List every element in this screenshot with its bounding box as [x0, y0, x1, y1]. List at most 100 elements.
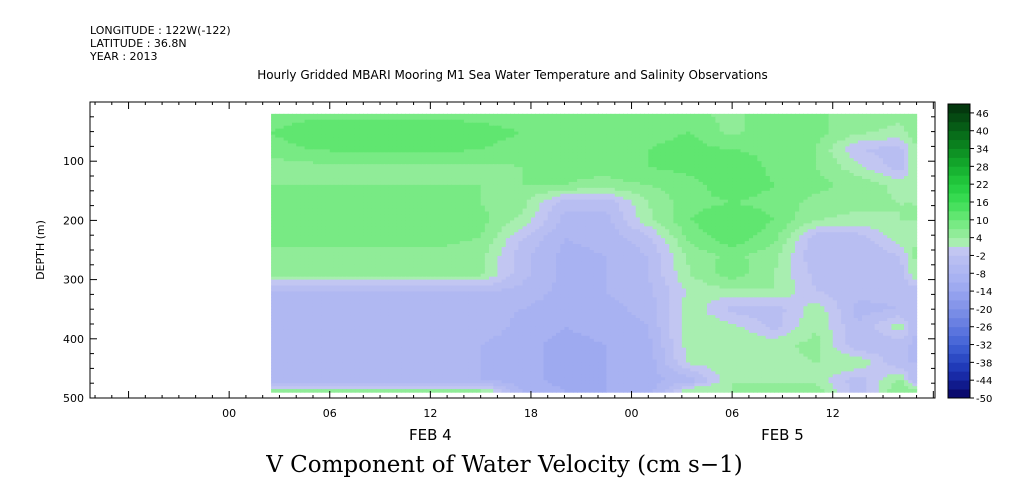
heatmap-cell — [614, 155, 620, 159]
heatmap-cell — [639, 134, 645, 139]
heatmap-cell — [686, 137, 691, 142]
heatmap-cell — [317, 125, 322, 130]
heatmap-cell — [719, 113, 725, 118]
heatmap-cell — [421, 128, 427, 133]
heatmap-cell — [438, 143, 444, 147]
heatmap-cell — [329, 131, 335, 136]
heatmap-cell — [736, 119, 742, 124]
heatmap-cell — [455, 128, 461, 133]
heatmap-cell — [438, 149, 444, 153]
heatmap-cell — [723, 137, 729, 142]
heatmap-cell — [727, 131, 733, 136]
heatmap-cell — [824, 116, 830, 121]
heatmap-cell — [761, 155, 767, 159]
heatmap-cell — [757, 146, 763, 150]
heatmap-cell — [723, 119, 729, 124]
heatmap-cell — [757, 119, 763, 124]
heatmap-cell — [824, 125, 830, 130]
heatmap-cell — [610, 116, 616, 121]
heatmap-cell — [560, 149, 566, 153]
heatmap-cell — [644, 155, 649, 159]
heatmap-cell — [598, 140, 603, 145]
heatmap-cell — [522, 152, 528, 156]
heatmap-cell — [363, 119, 369, 124]
heatmap-cell — [790, 143, 796, 147]
heatmap-cell — [354, 131, 360, 136]
heatmap-cell — [509, 152, 515, 156]
heatmap-cell — [455, 113, 461, 118]
heatmap-cell — [782, 122, 788, 127]
heatmap-cell — [602, 134, 607, 139]
heatmap-cell — [836, 152, 842, 156]
heatmap-cell — [702, 146, 708, 150]
heatmap-cell — [866, 149, 872, 153]
heatmap-cell — [748, 113, 754, 118]
heatmap-cell — [610, 131, 616, 136]
heatmap-cell — [774, 128, 779, 133]
heatmap-cell — [786, 140, 792, 145]
heatmap-cell — [371, 125, 377, 130]
heatmap-cell — [786, 137, 792, 142]
heatmap-cell — [384, 122, 390, 127]
heatmap-cell — [589, 116, 595, 121]
heatmap-cell — [585, 140, 591, 145]
heatmap-cell — [392, 137, 398, 142]
heatmap-cell — [518, 146, 524, 150]
heatmap-cell — [908, 149, 913, 153]
heatmap-cell — [841, 143, 846, 147]
heatmap-cell — [866, 155, 872, 159]
heatmap-cell — [392, 155, 398, 159]
heatmap-cell — [832, 140, 838, 145]
heatmap-cell — [757, 155, 763, 159]
heatmap-cell — [514, 122, 519, 127]
heatmap-cell — [874, 113, 880, 118]
heatmap-cell — [455, 116, 461, 121]
heatmap-cell — [522, 128, 528, 133]
heatmap-cell — [602, 113, 607, 118]
heatmap-cell — [912, 149, 918, 153]
heatmap-cell — [426, 116, 431, 121]
heatmap-cell — [333, 119, 339, 124]
heatmap-cell — [727, 137, 733, 142]
heatmap-cell — [367, 152, 373, 156]
heatmap-cell — [757, 152, 763, 156]
heatmap-cell — [539, 113, 545, 118]
heatmap-cell — [430, 146, 436, 150]
heatmap-cell — [891, 149, 897, 153]
heatmap-cell — [380, 131, 385, 136]
heatmap-cell — [648, 125, 654, 130]
heatmap-cell — [329, 116, 335, 121]
heatmap-cell — [820, 140, 825, 145]
heatmap-cell — [874, 143, 880, 147]
heatmap-cell — [304, 131, 310, 136]
heatmap-cell — [832, 155, 838, 159]
heatmap-cell — [292, 131, 297, 136]
heatmap-cell — [761, 146, 767, 150]
heatmap-cell — [304, 119, 310, 124]
heatmap-cell — [883, 146, 888, 150]
heatmap-cell — [719, 119, 725, 124]
heatmap-cell — [815, 140, 821, 145]
heatmap-cell — [505, 143, 511, 147]
heatmap-cell — [602, 128, 607, 133]
heatmap-cell — [589, 131, 595, 136]
heatmap-cell — [849, 116, 855, 121]
heatmap-cell — [304, 149, 310, 153]
heatmap-cell — [501, 134, 507, 139]
heatmap-cell — [883, 131, 888, 136]
heatmap-cell — [388, 119, 394, 124]
heatmap-cell — [535, 134, 540, 139]
heatmap-cell — [535, 125, 540, 130]
heatmap-cell — [413, 152, 419, 156]
heatmap-cell — [681, 155, 687, 159]
heatmap-cell — [698, 143, 704, 147]
heatmap-cell — [757, 131, 763, 136]
heatmap-cell — [690, 155, 696, 159]
heatmap-cell — [468, 131, 473, 136]
heatmap-cell — [811, 125, 817, 130]
heatmap-cell — [853, 146, 859, 150]
heatmap-cell — [514, 113, 519, 118]
heatmap-cell — [568, 131, 574, 136]
heatmap-cell — [769, 119, 775, 124]
heatmap-cell — [627, 146, 633, 150]
